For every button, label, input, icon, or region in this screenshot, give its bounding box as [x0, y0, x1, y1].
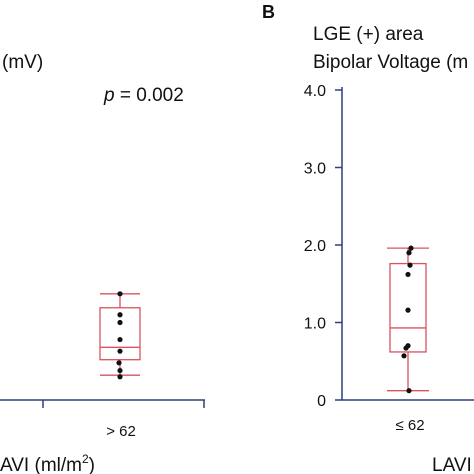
panel-a-data-point [117, 336, 123, 343]
panel-b-y-ticks: 0 1.0 2.0 3.0 4.0 [304, 83, 342, 410]
panel-a-p-value: = 0.002 [115, 85, 184, 106]
panel-a-iqr-box [99, 307, 141, 361]
panel-b-letter: B [262, 2, 275, 22]
panel-a-p-value-annotation: p = 0.002 [103, 85, 184, 106]
panel-a-x-axis-label: AVI (ml/m2) [0, 452, 95, 474]
panel-b-data-point [405, 271, 411, 278]
panel-b-y-tick-label: 4.0 [304, 83, 326, 100]
panel-b-y-tick-label: 2.0 [304, 238, 326, 255]
panel-b-y-tick-label: 0 [317, 393, 326, 410]
panel-a-data-point [117, 319, 123, 326]
panel-a-data-point [116, 360, 122, 366]
panel-b-data-point [401, 353, 407, 359]
panel-a-data-point [117, 367, 123, 374]
panel-b-y-tick-label: 1.0 [304, 316, 326, 333]
panel-b-data-point [408, 245, 414, 251]
panel-b-x-axis-label: LAVI [432, 455, 472, 474]
panel-a-data-point [117, 312, 123, 318]
panel-b-data-point [406, 250, 412, 256]
panel-b-box-group [387, 245, 429, 394]
panel-b-category-label: ≤ 62 [395, 417, 424, 434]
panel-a-category-label: > 62 [106, 423, 136, 440]
panel-b-title-line2: Bipolar Voltage (m [313, 52, 468, 73]
panel-a-p-symbol: p [103, 85, 115, 106]
panel-a-data-point [117, 374, 123, 380]
panel-b-data-point [406, 388, 412, 394]
panel-a: (mV) p = 0.002 > 62 AVI (ml/m2) [0, 52, 205, 474]
panel-b-y-tick-label: 3.0 [304, 161, 326, 178]
panel-b-title-line1: LGE (+) area [313, 24, 424, 45]
panel-b-data-point [405, 307, 411, 313]
panel-a-data-point [117, 348, 123, 354]
panel-a-data-point [117, 291, 123, 297]
panel-b-data-point [405, 343, 411, 349]
panel-b-data-point [407, 262, 413, 268]
panel-a-ylabel-fragment: (mV) [2, 52, 43, 73]
panel-a-box-group [99, 291, 141, 380]
panel-b: B LGE (+) area Bipolar Voltage (m 0 1.0 2.… [262, 2, 474, 474]
